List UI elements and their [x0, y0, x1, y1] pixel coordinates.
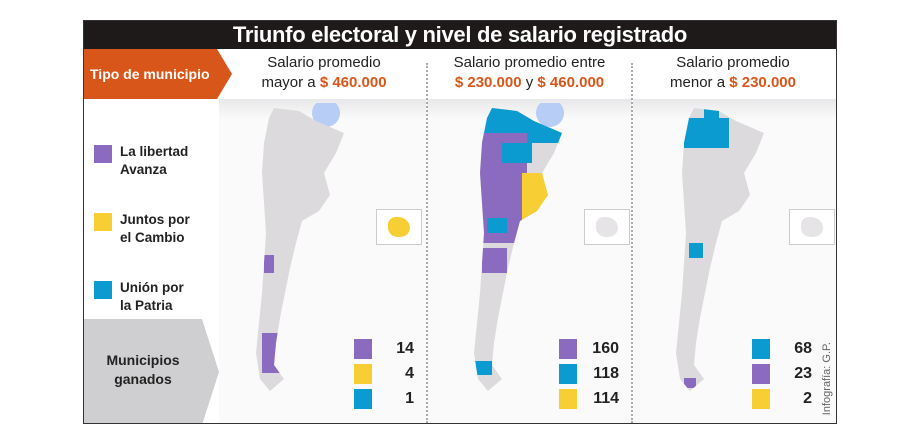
legend-column: La libertad Avanza Juntos por el Cambio Un…	[84, 99, 219, 423]
map-mid	[474, 103, 564, 391]
count-value: 4	[405, 365, 414, 382]
inset-buenos-aires	[789, 209, 835, 245]
tipo-de-municipio-label: Tipo de municipio	[84, 49, 232, 99]
divider	[631, 63, 633, 423]
swatch-jxc	[559, 389, 577, 409]
count-value: 2	[803, 390, 812, 407]
swatch-jxc	[94, 213, 112, 231]
count-row-jxc: 114	[559, 389, 619, 409]
swatch-jxc	[752, 389, 770, 409]
header-amount: $ 460.000	[319, 74, 387, 91]
legend-label: la Patria	[120, 298, 173, 313]
gray-arrow-shape	[84, 319, 219, 423]
count-row-jxc: 4	[354, 364, 414, 384]
count-value: 114	[593, 390, 619, 407]
footer-label: ganados	[114, 371, 172, 387]
legend-item-lla: La libertad Avanza	[94, 143, 188, 179]
swatch-uxp	[354, 389, 372, 409]
infographic-title: Triunfo electoral y nivel de salario reg…	[84, 21, 836, 49]
header-line: Salario promedio entre	[453, 54, 606, 71]
swatch-lla	[354, 339, 372, 359]
count-row-uxp: 1	[354, 389, 414, 409]
legend-label: Unión por	[120, 280, 184, 295]
count-value: 118	[593, 365, 619, 382]
count-value: 68	[794, 340, 812, 357]
count-value: 14	[396, 340, 414, 357]
legend-label: Juntos por	[120, 212, 190, 227]
column-header-low: Salario promedio menor a $ 230.000	[633, 53, 833, 93]
count-row-uxp: 118	[559, 364, 619, 384]
count-value: 23	[794, 365, 812, 382]
counts-low: 68 23 2	[752, 339, 812, 409]
orange-arrow-shape	[84, 49, 232, 99]
count-row-uxp: 68	[752, 339, 812, 359]
swatch-lla	[752, 364, 770, 384]
infographic: Triunfo electoral y nivel de salario reg…	[83, 20, 837, 424]
header-prefix: menor a	[670, 74, 730, 91]
swatch-uxp	[559, 364, 577, 384]
counts-high: 14 4 1	[354, 339, 414, 409]
footer-label: Municipios	[106, 352, 180, 368]
legend-item-jxc: Juntos por el Cambio	[94, 211, 190, 247]
map-low	[676, 108, 764, 391]
column-header-mid: Salario promedio entre $ 230.000 y $ 460…	[427, 53, 632, 93]
header-amount: $ 460.000	[537, 74, 605, 91]
header-line: Salario promedio	[267, 54, 381, 71]
header-amount: $ 230.000	[454, 74, 522, 91]
swatch-uxp	[94, 281, 112, 299]
header-joiner: y	[521, 74, 538, 91]
legend-item-uxp: Unión por la Patria	[94, 279, 184, 315]
count-row-jxc: 2	[752, 389, 812, 409]
column-header-high: Salario promedio mayor a $ 460.000	[226, 53, 422, 93]
count-row-lla: 14	[354, 339, 414, 359]
inset-buenos-aires	[376, 209, 422, 245]
swatch-jxc	[354, 364, 372, 384]
header-line: Salario promedio	[676, 54, 790, 71]
swatch-lla	[94, 145, 112, 163]
credit: Infografía: G.P.	[821, 341, 833, 415]
header-amount: $ 230.000	[729, 74, 796, 91]
swatch-uxp	[752, 339, 770, 359]
count-row-lla: 160	[559, 339, 619, 359]
header-prefix: mayor a	[261, 74, 320, 91]
counts-mid: 160 118 114	[559, 339, 619, 409]
divider	[426, 63, 428, 423]
legend-label: el Cambio	[120, 230, 185, 245]
legend-label: Avanza	[120, 162, 167, 177]
count-value: 1	[405, 390, 414, 407]
row-label: Tipo de municipio	[90, 66, 210, 82]
map-high	[256, 103, 344, 391]
municipios-ganados-label: Municipios ganados	[84, 319, 219, 423]
swatch-lla	[559, 339, 577, 359]
count-row-lla: 23	[752, 364, 812, 384]
count-value: 160	[592, 340, 619, 357]
legend-label: La libertad	[120, 144, 189, 159]
inset-buenos-aires	[584, 209, 630, 245]
